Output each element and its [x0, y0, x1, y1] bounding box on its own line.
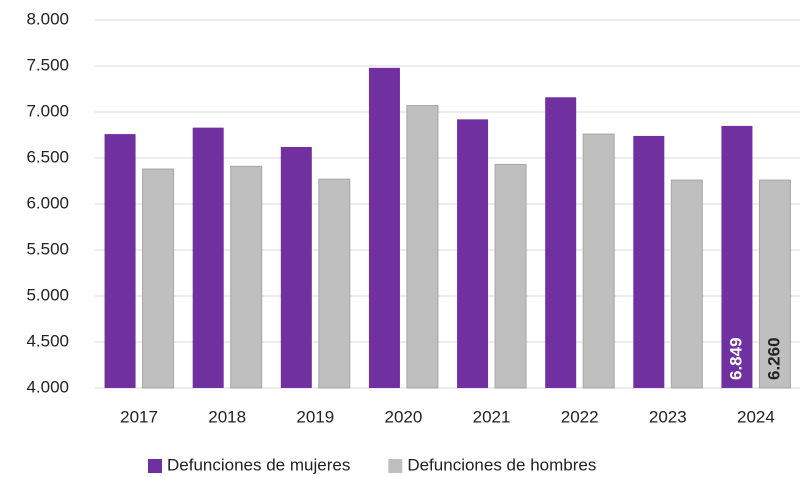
legend-swatch — [388, 459, 403, 473]
y-tick-label: 5.500 — [26, 239, 69, 258]
bar — [582, 133, 615, 389]
x-tick-label: 2018 — [208, 407, 246, 426]
x-tick-label: 2023 — [649, 407, 687, 426]
bar — [318, 178, 351, 389]
data-label: 6.849 — [726, 337, 745, 380]
bar — [758, 179, 791, 389]
x-tick-label: 2021 — [473, 407, 511, 426]
x-tick-label: 2022 — [561, 407, 599, 426]
x-tick-label: 2020 — [385, 407, 423, 426]
bar — [406, 105, 439, 389]
legend-swatch — [148, 459, 162, 473]
bar — [457, 119, 489, 389]
x-tick-label: 2019 — [296, 407, 334, 426]
bar — [230, 165, 263, 389]
x-tick-label: 2017 — [120, 407, 158, 426]
bar — [192, 127, 224, 388]
bar — [142, 168, 175, 389]
y-tick-label: 4.000 — [26, 377, 69, 396]
y-tick-label: 6.500 — [26, 147, 69, 166]
y-tick-label: 7.000 — [26, 101, 69, 120]
bar — [633, 135, 665, 388]
y-tick-label: 8.000 — [26, 9, 69, 28]
y-tick-label: 4.500 — [26, 331, 69, 350]
bar — [721, 125, 753, 388]
y-tick-label: 5.000 — [26, 285, 69, 304]
y-tick-label: 6.000 — [26, 193, 69, 212]
bar — [494, 163, 527, 389]
bar — [670, 179, 703, 389]
data-label: 6.260 — [764, 337, 783, 380]
legend-label: Defunciones de mujeres — [167, 455, 350, 474]
bar — [280, 146, 312, 388]
x-tick-label: 2024 — [737, 407, 775, 426]
y-tick-label: 7.500 — [26, 55, 69, 74]
bar — [104, 134, 136, 388]
legend-label: Defunciones de hombres — [407, 455, 596, 474]
bar — [545, 97, 577, 388]
bar — [368, 67, 400, 388]
